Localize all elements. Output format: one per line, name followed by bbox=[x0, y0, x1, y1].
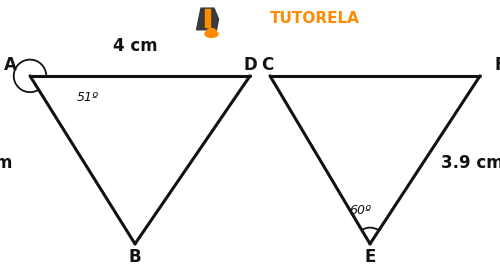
Text: F: F bbox=[494, 56, 500, 74]
Circle shape bbox=[208, 28, 216, 33]
Text: B: B bbox=[128, 249, 141, 266]
Text: TUTORELA: TUTORELA bbox=[270, 11, 360, 27]
Text: 5 cm: 5 cm bbox=[0, 154, 12, 172]
Text: D: D bbox=[243, 56, 257, 74]
Text: 60º: 60º bbox=[349, 204, 371, 217]
Text: 4 cm: 4 cm bbox=[112, 37, 158, 55]
Text: C: C bbox=[262, 56, 274, 74]
Text: 51º: 51º bbox=[76, 91, 98, 104]
Text: 3.9 cm: 3.9 cm bbox=[441, 154, 500, 172]
Circle shape bbox=[205, 30, 218, 37]
Polygon shape bbox=[196, 8, 218, 30]
Text: E: E bbox=[364, 249, 376, 266]
Polygon shape bbox=[205, 9, 210, 27]
Text: A: A bbox=[4, 56, 16, 74]
